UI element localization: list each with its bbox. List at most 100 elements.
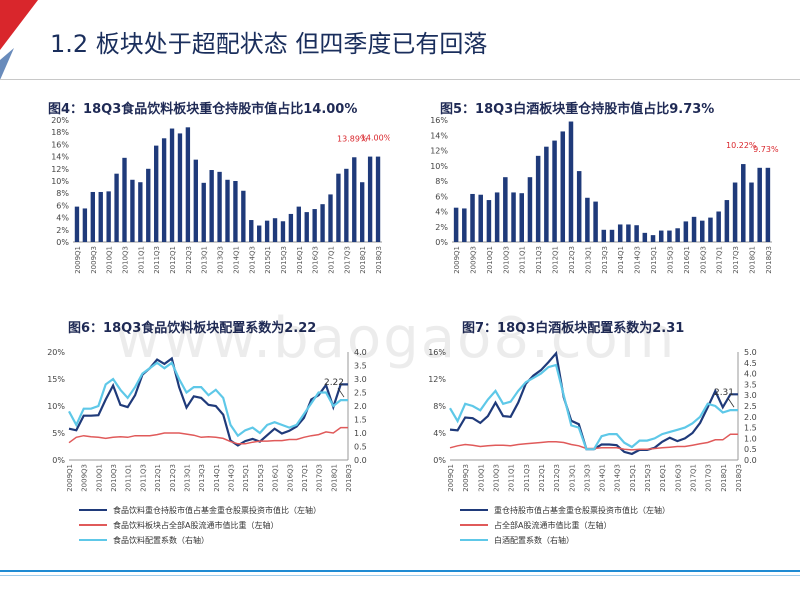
x-tick-label: 2010Q3 bbox=[502, 246, 510, 274]
x-tick-label: 2014Q1 bbox=[599, 464, 607, 492]
bar bbox=[90, 191, 95, 242]
x-tick-label: 2013Q1 bbox=[584, 246, 592, 274]
y2-tick-label: 3.5 bbox=[354, 362, 367, 371]
y-tick-label: 4% bbox=[435, 208, 448, 217]
y-tick-label: 15% bbox=[47, 375, 65, 384]
bar bbox=[375, 156, 381, 242]
fig5-chart: 0% 2% 4% 6% 8% 10% 12% 14% 16% 10.22%9.73% 2009Q1 2… bbox=[430, 116, 779, 274]
x-tick-label: 2017Q3 bbox=[316, 464, 324, 492]
y-tick-label: 8% bbox=[435, 177, 448, 186]
bar bbox=[708, 217, 713, 242]
x-tick-label: 2016Q3 bbox=[312, 246, 320, 274]
bar bbox=[288, 213, 294, 242]
x-tick-label: 2012Q1 bbox=[552, 246, 560, 274]
x-tick-label: 2011Q1 bbox=[508, 464, 516, 492]
legend-label-2: 食品饮料板块占全部A股流通市值比重（左轴） bbox=[113, 520, 278, 530]
x-tick-label: 2016Q1 bbox=[659, 464, 667, 492]
bar bbox=[757, 167, 762, 242]
bar bbox=[601, 229, 607, 242]
legend-label-3: 食品饮料配置系数（右轴） bbox=[113, 535, 209, 545]
y2-tick-label: 3.5 bbox=[744, 380, 757, 389]
x-tick-label: 2018Q1 bbox=[720, 464, 728, 492]
bar bbox=[535, 155, 541, 242]
footer-line bbox=[0, 570, 800, 572]
bar bbox=[470, 193, 475, 242]
bar bbox=[98, 191, 103, 242]
y-tick-label: 14% bbox=[51, 153, 69, 162]
x-tick-label: 2009Q3 bbox=[470, 246, 478, 274]
x-tick-label: 2010Q1 bbox=[486, 246, 494, 274]
bar bbox=[741, 164, 746, 242]
bar bbox=[312, 209, 317, 242]
x-tick-label: 2018Q1 bbox=[748, 246, 756, 274]
legend-label-1: 食品饮料重仓持股市值占基金重仓股票投资市值比（左轴） bbox=[113, 505, 321, 515]
y2-tick-label: 4.0 bbox=[354, 348, 367, 357]
bar bbox=[626, 224, 631, 242]
x-tick-label: 2018Q3 bbox=[765, 246, 773, 274]
bar bbox=[724, 200, 730, 242]
fig7-title: 图7：18Q3白酒板块配置系数为2.31 bbox=[462, 321, 685, 336]
x-tick-label: 2014Q1 bbox=[617, 246, 625, 274]
bar bbox=[765, 167, 771, 242]
slide-title: 1.2 板块处于超配状态 但四季度已有回落 bbox=[50, 30, 488, 58]
x-tick-label: 2010Q1 bbox=[95, 464, 103, 492]
bar bbox=[360, 182, 365, 242]
x-tick-label: 2015Q1 bbox=[629, 464, 637, 492]
x-tick-label: 2014Q1 bbox=[213, 464, 221, 492]
bar bbox=[503, 177, 508, 242]
bar bbox=[634, 225, 639, 242]
bar bbox=[130, 179, 135, 242]
y-tick-label: 14% bbox=[430, 131, 448, 140]
y2-tick-label: 2.0 bbox=[354, 402, 367, 411]
bar bbox=[336, 173, 341, 242]
y-tick-label: 6% bbox=[56, 201, 69, 210]
y2-tick-label: 4.5 bbox=[744, 359, 757, 368]
x-tick-label: 2012Q3 bbox=[169, 464, 177, 492]
x-tick-label: 2016Q1 bbox=[296, 246, 304, 274]
series-line-3 bbox=[68, 361, 348, 438]
data-label: 13.89% bbox=[337, 134, 368, 143]
bar bbox=[519, 193, 524, 242]
bar bbox=[82, 208, 88, 242]
annotation-pointer bbox=[727, 397, 735, 408]
bar bbox=[352, 157, 357, 242]
x-tick-label: 2015Q3 bbox=[666, 246, 674, 274]
x-tick-label: 2015Q3 bbox=[280, 246, 288, 274]
bar bbox=[667, 230, 672, 242]
y2-tick-label: 1.0 bbox=[744, 434, 757, 443]
y-tick-label: 4% bbox=[56, 214, 69, 223]
bar bbox=[716, 211, 721, 242]
y-tick-label: 4% bbox=[433, 429, 446, 438]
y2-tick-label: 0.0 bbox=[744, 456, 757, 465]
bar bbox=[585, 197, 590, 242]
y-tick-label: 5% bbox=[52, 429, 65, 438]
y-tick-label: 12% bbox=[51, 165, 69, 174]
slide-header: 1.2 板块处于超配状态 但四季度已有回落 bbox=[0, 0, 800, 80]
y2-tick-label: 0.5 bbox=[744, 445, 757, 454]
x-tick-label: 2015Q1 bbox=[264, 246, 272, 274]
x-tick-label: 2015Q3 bbox=[644, 464, 652, 492]
bar bbox=[74, 206, 80, 242]
y-tick-label: 8% bbox=[433, 402, 446, 411]
bar bbox=[264, 220, 270, 242]
y2-tick-label: 5.0 bbox=[744, 348, 757, 357]
y-tick-label: 6% bbox=[435, 192, 448, 201]
bar bbox=[642, 232, 648, 242]
y2-tick-label: 1.5 bbox=[354, 416, 367, 425]
x-tick-label: 2014Q3 bbox=[248, 246, 256, 274]
bar bbox=[280, 221, 286, 242]
x-tick-label: 2017Q3 bbox=[732, 246, 740, 274]
x-tick-label: 2009Q3 bbox=[462, 464, 470, 492]
bar bbox=[691, 216, 697, 242]
data-label: 10.22% bbox=[726, 141, 757, 150]
x-tick-label: 2011Q3 bbox=[523, 464, 531, 492]
bar bbox=[122, 157, 127, 242]
x-tick-label: 2017Q1 bbox=[716, 246, 724, 274]
bar bbox=[568, 121, 574, 242]
x-tick-label: 2010Q3 bbox=[492, 464, 500, 492]
bar bbox=[367, 156, 373, 242]
fig6-title: 图6：18Q3食品饮料板块配置系数为2.22 bbox=[68, 321, 317, 336]
bar bbox=[161, 138, 167, 242]
y-tick-label: 0% bbox=[52, 456, 65, 465]
bar bbox=[320, 204, 325, 242]
